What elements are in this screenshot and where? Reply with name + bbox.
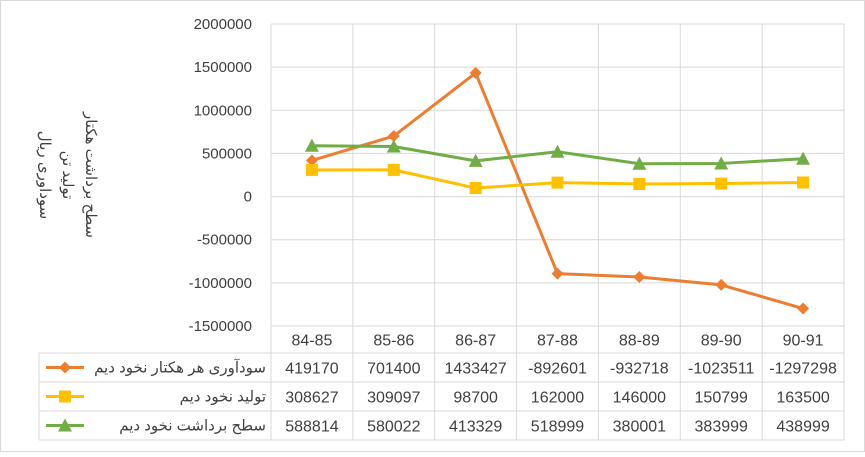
y-tick-label: 1000000 [194,102,252,119]
data-table-cell: 588814 [285,419,338,436]
data-table-cell: 518999 [531,419,584,436]
data-point [632,156,647,170]
data-point [469,66,482,79]
x-tick-label: 84-85 [291,333,332,350]
y-tick-label: -1000000 [189,275,252,292]
data-point [551,267,564,280]
data-table-cell: 308627 [285,390,338,407]
data-point [469,182,482,195]
data-point [468,153,483,167]
data-point [551,176,564,189]
series-1 [305,66,810,315]
data-point [305,154,318,167]
data-table-cell: 163500 [776,390,829,407]
y-axis-title-line: سطح برداشت هکتار [82,111,99,238]
data-point [797,302,810,315]
data-point [796,151,811,165]
data-point [633,177,646,190]
data-point [550,144,565,158]
series-2 [305,163,810,195]
data-table-cell: 150799 [695,390,748,407]
data-point [304,138,319,152]
data-table-cell: 419170 [285,361,338,378]
y-axis-title-line: سوداوری ریال [36,131,53,219]
y-tick-label: 0 [244,189,252,206]
data-table-cell: 309097 [367,390,420,407]
data-table-cell: 438999 [776,419,829,436]
legend-key-marker [59,361,71,374]
data-point [305,163,318,176]
y-tick-label: 1500000 [194,59,252,76]
x-tick-label: 90-91 [783,333,824,350]
y-tick-label: -1500000 [189,318,252,335]
x-tick-label: 88-89 [619,333,660,350]
data-table-cell: -932718 [610,361,669,378]
y-tick-label: 2000000 [194,16,252,33]
data-point [715,278,728,291]
data-table-cell: -892601 [528,361,587,378]
legend-entry: تولید نخود دیم [180,389,266,406]
y-axis-title-line: تولید تن [59,151,76,200]
x-tick-label: 89-90 [701,333,742,350]
data-point [797,176,810,189]
data-point [387,163,400,176]
data-point [386,139,401,153]
data-table-cell: 162000 [531,390,584,407]
data-point [387,130,400,143]
x-tick-label: 87-88 [537,333,578,350]
y-tick-label: 500000 [202,145,252,162]
data-table-cell: 146000 [613,390,666,407]
data-table-cell: 580022 [367,419,420,436]
series-3 [304,138,811,170]
y-axis-ticks: 2000000 1500000 1000000 500000 0 -500000 -1000… [189,16,252,335]
series-lines [304,66,811,315]
legend-entry: سطح برداشت نخود دیم [119,418,266,435]
data-table: 84-85 85-86 86-87 87-88 88-89 89-90 90-91 سودآو… [38,325,844,441]
data-table-cell: 1433427 [444,361,506,378]
x-tick-label: 86-87 [455,333,496,350]
data-point [715,177,728,190]
data-table-cell: -1297298 [769,361,837,378]
data-point [714,156,729,170]
data-table-cell: 413329 [449,419,502,436]
data-point [633,271,646,284]
legend-entry: سودآوری هر هکتار نخود دیم [94,359,266,377]
y-axis-title: سوداوری ریال تولید تن سطح برداشت هکتار [36,111,99,238]
data-table-cell: 701400 [367,361,420,378]
y-tick-label: -500000 [197,232,252,249]
legend-key-marker [59,390,71,403]
legend-key-marker [58,418,72,432]
data-table-cell: -1023511 [688,361,755,378]
data-table-cell: 380001 [613,419,666,436]
data-table-cell: 383999 [695,419,748,436]
data-table-cell: 98700 [453,390,498,407]
x-tick-label: 85-86 [373,333,414,350]
gridlines [270,23,845,440]
